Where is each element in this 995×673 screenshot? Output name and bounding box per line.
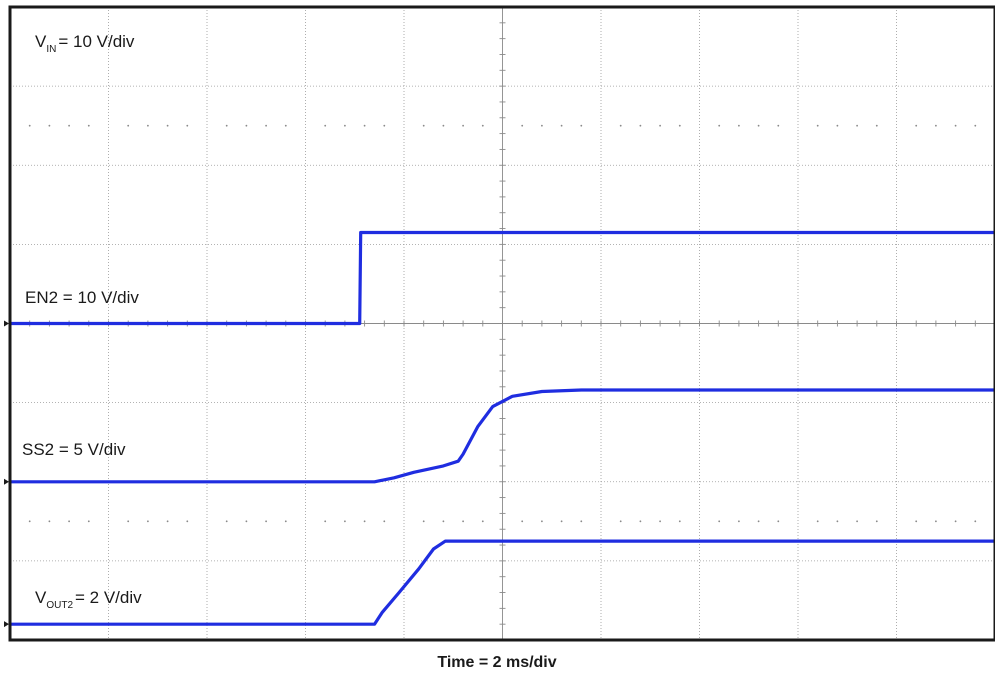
grid-dot	[816, 124, 819, 127]
grid-dot	[718, 520, 721, 523]
grid-dot	[344, 124, 346, 127]
grid-dot	[87, 124, 90, 127]
grid-dot	[225, 520, 228, 523]
grid-dot	[639, 124, 642, 127]
grid-dot	[915, 520, 918, 523]
grid-dot	[166, 520, 169, 523]
en2-channel-label: EN2 = 10 V/div	[25, 288, 139, 307]
grid-dot	[363, 520, 366, 523]
en2-ground-marker	[4, 320, 9, 327]
grid-dot	[48, 520, 51, 523]
vin-channel-label: VIN = 10 V/div	[35, 32, 135, 55]
grid-dot	[816, 520, 819, 523]
grid-dot	[541, 124, 543, 127]
scope-frame	[8, 5, 995, 642]
grid-dot	[521, 520, 524, 523]
grid-dot	[186, 520, 189, 523]
grid-dot	[284, 520, 287, 523]
grid-dot	[935, 124, 937, 127]
grid-dot	[265, 520, 267, 523]
grid-dot	[757, 520, 760, 523]
grid-dot	[974, 124, 977, 127]
vout2-ground-marker	[4, 621, 9, 628]
grid-dot	[777, 520, 780, 523]
grid-dot	[777, 124, 780, 127]
grid-dot	[954, 520, 957, 523]
grid-dot	[836, 520, 839, 523]
grid-dot	[422, 124, 425, 127]
grid-dot	[186, 124, 189, 127]
grid-dot	[560, 124, 563, 127]
grid-dot	[678, 520, 681, 523]
grid-dot	[383, 520, 386, 523]
grid-dot	[127, 124, 130, 127]
grid-dot	[935, 520, 937, 523]
grid-dot	[324, 520, 327, 523]
grid-dot	[738, 520, 740, 523]
grid-dot	[147, 520, 149, 523]
grid-dot	[28, 520, 31, 523]
en2-trace	[10, 230, 995, 326]
grid-dot	[619, 124, 622, 127]
x-axis-label: Time = 2 ms/div	[437, 654, 556, 671]
grid-dot	[265, 124, 267, 127]
grid-dot	[225, 124, 228, 127]
grid-dot	[442, 124, 445, 127]
grid-dot	[442, 520, 445, 523]
vout2-channel-label: VOUT2 = 2 V/div	[35, 588, 142, 611]
grid-dot	[659, 520, 661, 523]
grid-dot	[521, 124, 524, 127]
grid-dot	[462, 124, 464, 127]
grid-dot	[127, 520, 130, 523]
grid-dot	[383, 124, 386, 127]
grid-dot	[68, 520, 70, 523]
grid-dot	[875, 520, 878, 523]
grid-dot	[28, 124, 31, 127]
grid-dot	[324, 124, 327, 127]
grid-dot	[974, 520, 977, 523]
grid-dot	[954, 124, 957, 127]
grid-dot	[481, 520, 484, 523]
ss2-channel-label: SS2 = 5 V/div	[22, 440, 126, 459]
grid-dot	[915, 124, 918, 127]
grid-dot	[147, 124, 149, 127]
grid-dot	[363, 124, 366, 127]
grid-dot	[856, 520, 858, 523]
grid-dot	[284, 124, 287, 127]
grid-dot	[678, 124, 681, 127]
grid-dot	[87, 520, 90, 523]
vout2-trace	[10, 539, 995, 626]
grid-dot	[856, 124, 858, 127]
grid-dot	[875, 124, 878, 127]
grid-dot	[580, 124, 583, 127]
grid-dot	[422, 520, 425, 523]
ss2-trace	[10, 388, 995, 484]
ground-markers	[4, 320, 9, 628]
ss2-ground-marker	[4, 478, 9, 485]
grid-dot	[48, 124, 51, 127]
grid-dot	[541, 520, 543, 523]
grid-dot	[166, 124, 169, 127]
grid-dot	[757, 124, 760, 127]
grid-dot	[68, 124, 70, 127]
grid-dot	[344, 520, 346, 523]
grid-dot	[245, 520, 248, 523]
grid-dot	[619, 520, 622, 523]
grid-dot	[560, 520, 563, 523]
grid-dot	[836, 124, 839, 127]
grid-dot	[462, 520, 464, 523]
trace-group	[10, 230, 995, 626]
grid-dot	[639, 520, 642, 523]
grid-dot	[738, 124, 740, 127]
grid-dot	[580, 520, 583, 523]
grid-dot	[481, 124, 484, 127]
grid-dot	[245, 124, 248, 127]
grid-dot	[659, 124, 661, 127]
grid-dot	[718, 124, 721, 127]
